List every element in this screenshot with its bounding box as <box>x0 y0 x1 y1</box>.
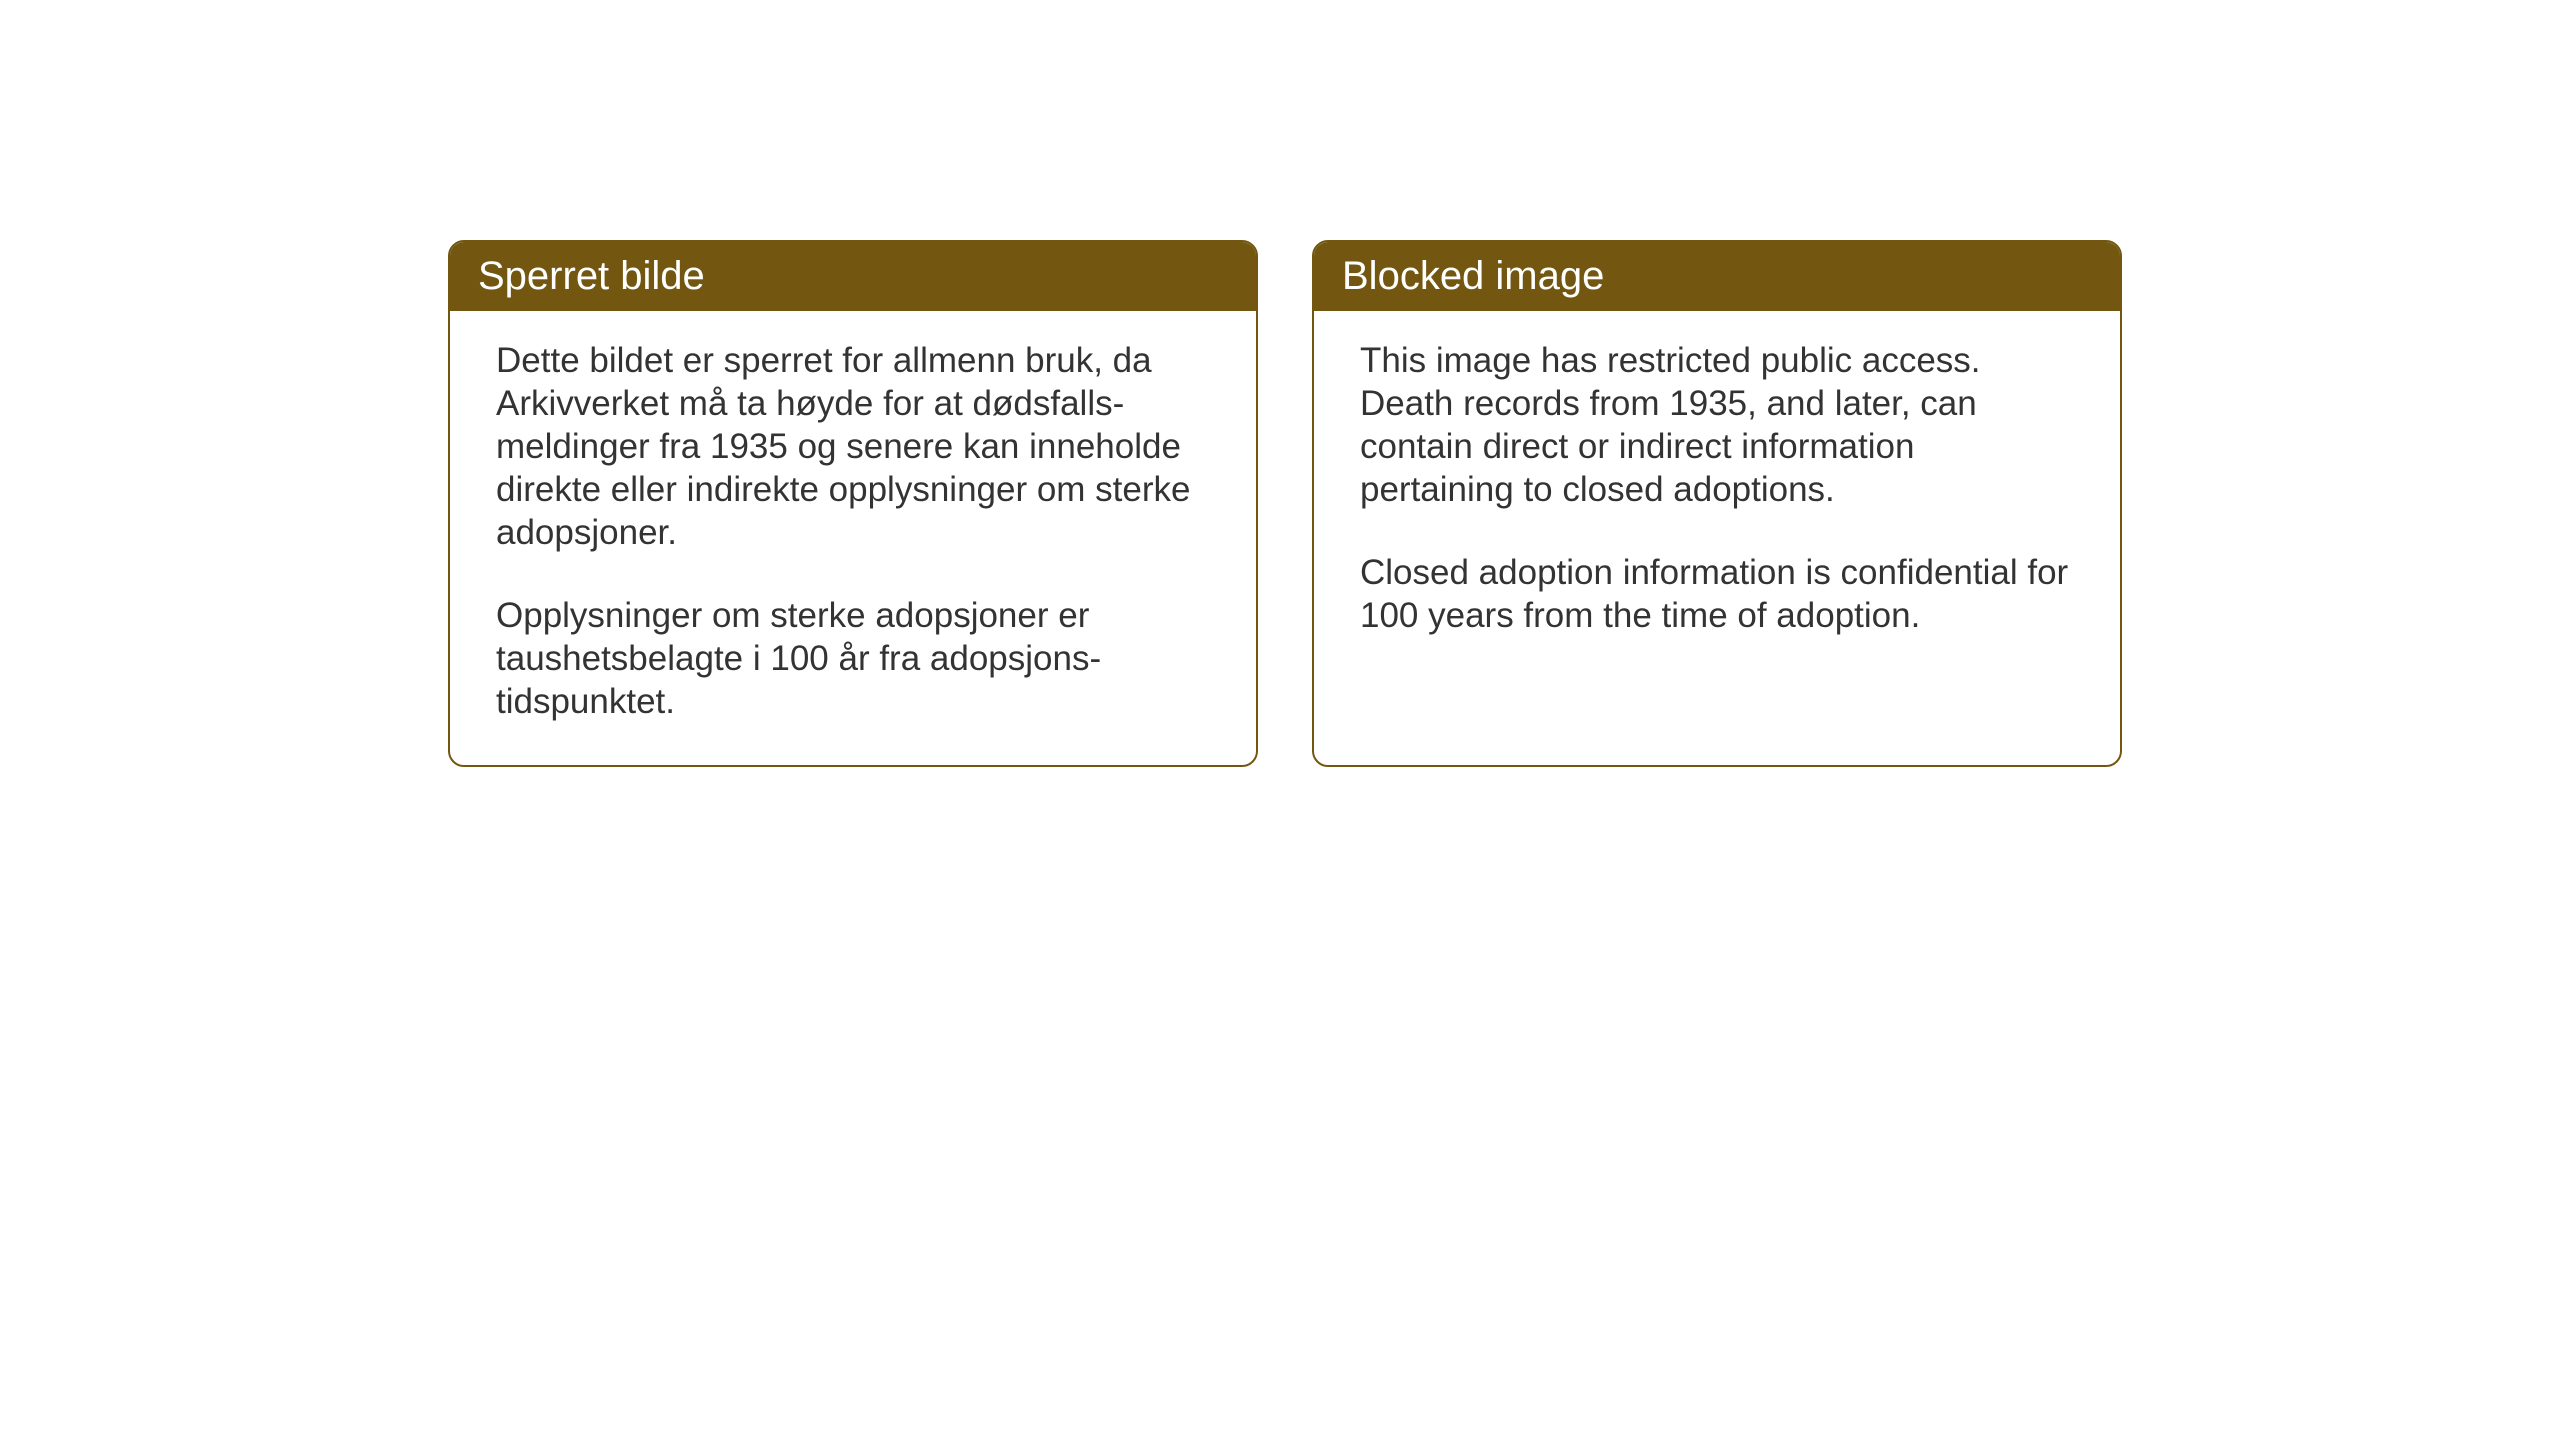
english-card-header: Blocked image <box>1314 242 2120 311</box>
notice-container: Sperret bilde Dette bildet er sperret fo… <box>448 240 2122 767</box>
english-notice-card: Blocked image This image has restricted … <box>1312 240 2122 767</box>
english-card-title: Blocked image <box>1342 254 1604 298</box>
norwegian-card-body: Dette bildet er sperret for allmenn bruk… <box>450 311 1256 765</box>
english-paragraph-1: This image has restricted public access.… <box>1360 339 2074 511</box>
norwegian-paragraph-1: Dette bildet er sperret for allmenn bruk… <box>496 339 1210 554</box>
norwegian-paragraph-2: Opplysninger om sterke adopsjoner er tau… <box>496 594 1210 723</box>
english-card-body: This image has restricted public access.… <box>1314 311 2120 679</box>
english-paragraph-2: Closed adoption information is confident… <box>1360 551 2074 637</box>
norwegian-notice-card: Sperret bilde Dette bildet er sperret fo… <box>448 240 1258 767</box>
norwegian-card-header: Sperret bilde <box>450 242 1256 311</box>
norwegian-card-title: Sperret bilde <box>478 254 705 298</box>
